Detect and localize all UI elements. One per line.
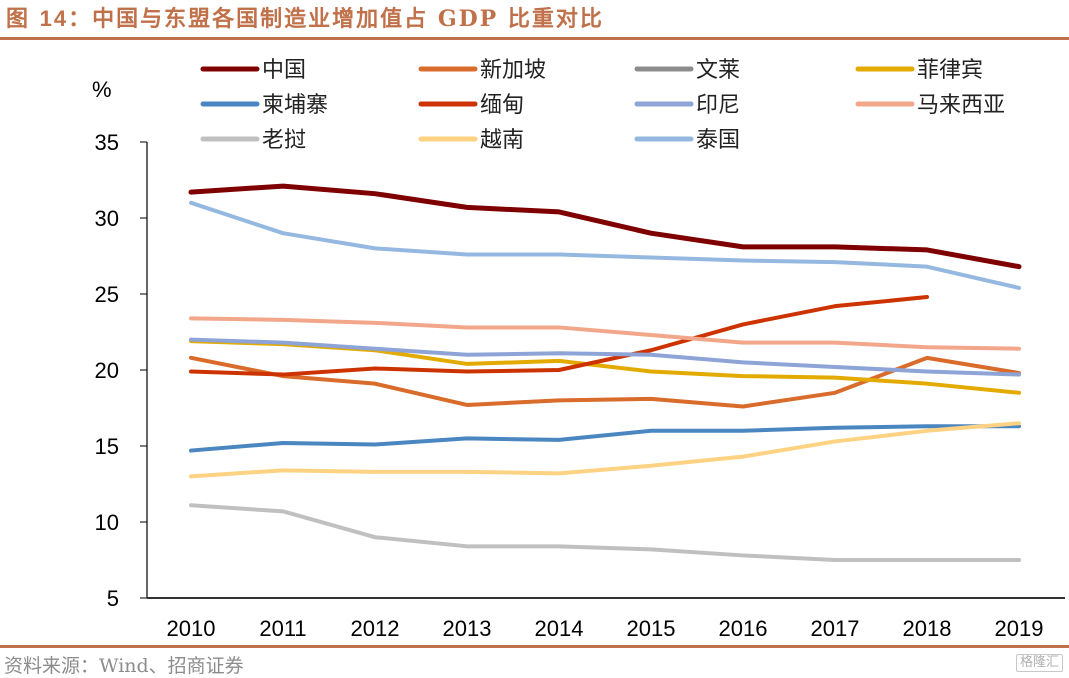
title-divider (0, 37, 1069, 40)
title-number: 14 (39, 6, 69, 31)
y-axis: 5 10 15 20 25 30 35 (95, 130, 148, 611)
series-6 (189, 337, 1021, 377)
x-tick-label: 2018 (903, 616, 952, 641)
legend-label: 菲律宾 (917, 58, 983, 83)
series-line (189, 339, 1021, 395)
watermark-logo: 格隆汇 (1015, 654, 1063, 672)
series-8 (189, 503, 1021, 562)
legend-item: 马来西亚 (855, 93, 1005, 118)
legend-label: 马来西亚 (917, 93, 1005, 118)
y-tick-label: 35 (95, 130, 119, 155)
series-5 (189, 295, 929, 377)
chart-title: 图 14：中国与东盟各国制造业增加值占 GDP 比重对比 (6, 2, 604, 36)
y-tick-label: 5 (107, 586, 119, 611)
legend-item: 文莱 (634, 58, 740, 83)
y-tick-label: 25 (95, 282, 119, 307)
legend-item: 新加坡 (418, 58, 546, 83)
legend-item: 中国 (200, 58, 306, 83)
legend-label: 老挝 (262, 128, 306, 153)
legend-label: 中国 (262, 58, 306, 83)
legend-item: 老挝 (200, 128, 306, 153)
series-3 (189, 339, 1021, 395)
source-note: 资料来源：Wind、招商证券 (4, 655, 244, 677)
series-line (189, 337, 1021, 377)
series-line (189, 424, 1021, 453)
legend-label: 缅甸 (480, 93, 524, 118)
legend-label: 越南 (480, 128, 524, 153)
x-tick-label: 2016 (719, 616, 768, 641)
x-tick-label: 2010 (167, 616, 216, 641)
legend-label: 印尼 (696, 93, 740, 118)
series-line (189, 316, 1021, 351)
y-tick-label: 20 (95, 358, 119, 383)
series-line (189, 200, 1021, 290)
x-tick-label: 2012 (351, 616, 400, 641)
legend-item: 泰国 (634, 128, 740, 153)
x-tick-label: 2015 (627, 616, 676, 641)
x-tick-label: 2011 (259, 616, 306, 641)
series-0 (188, 183, 1022, 270)
series-line (189, 355, 1021, 409)
y-tick-label: 10 (95, 510, 119, 535)
series-7 (189, 316, 1021, 351)
legend-item: 柬埔寨 (200, 93, 328, 118)
title-prefix: 图 (6, 6, 40, 32)
x-tick-label: 2013 (443, 616, 492, 641)
series-4 (189, 424, 1021, 453)
legend-item: 印尼 (634, 93, 740, 118)
y-tick-label: 30 (95, 206, 119, 231)
source-divider (0, 645, 1069, 648)
plot-area (188, 183, 1022, 562)
series-9 (189, 421, 1021, 479)
x-axis: 2010 2011 2012 2013 2014 2015 2016 2017 2018 2019 (147, 597, 1065, 641)
x-tick-label: 2017 (811, 616, 860, 641)
title-text: ：中国与东盟各国制造业增加值占 GDP 比重对比 (68, 6, 604, 32)
legend-label: 新加坡 (480, 58, 546, 83)
legend-item: 菲律宾 (855, 58, 983, 83)
series-line (189, 295, 929, 377)
y-tick-label: 15 (95, 434, 119, 459)
series-line (189, 503, 1021, 562)
legend-label: 泰国 (696, 128, 740, 153)
legend-label: 文莱 (696, 58, 740, 83)
legend-label: 柬埔寨 (262, 93, 328, 118)
legend-item: 越南 (418, 128, 524, 153)
y-axis-label: % (92, 77, 112, 102)
series-line (189, 421, 1021, 479)
series-10 (189, 200, 1021, 290)
x-tick-label: 2014 (535, 616, 584, 641)
x-tick-label: 2019 (995, 616, 1044, 641)
legend-item: 缅甸 (418, 93, 524, 118)
series-line (188, 183, 1022, 270)
